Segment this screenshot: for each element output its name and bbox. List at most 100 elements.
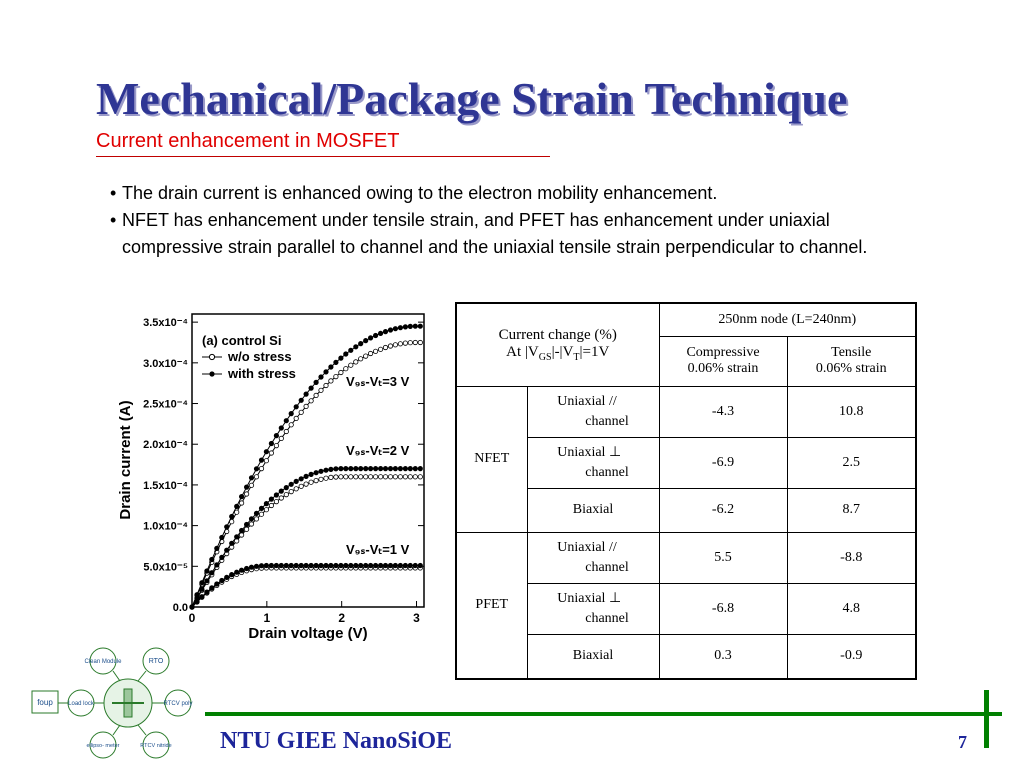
logo-chamber-rtcv-nitride xyxy=(142,731,170,759)
series-point xyxy=(283,428,289,435)
series-point xyxy=(412,562,418,569)
series-point xyxy=(273,562,279,569)
series-point xyxy=(293,404,299,410)
series-point xyxy=(234,534,240,540)
nfet-label: NFET xyxy=(455,385,528,533)
tensile-value: 8.7 xyxy=(786,487,917,533)
cluster-tool-logo: Clean Module RTO Load lock foup RTCV pol… xyxy=(31,647,192,759)
series-point xyxy=(348,347,354,353)
series-point xyxy=(318,387,324,393)
strain-type-cell: Uniaxial // channel xyxy=(526,385,660,438)
footer-org: NTU GIEE NanoSiOE xyxy=(220,728,453,754)
series-point xyxy=(258,563,265,569)
series-point xyxy=(407,466,413,472)
series-point xyxy=(303,403,309,410)
series-point xyxy=(367,562,374,569)
x-tick-label: 3 xyxy=(413,611,420,625)
series-point xyxy=(239,500,245,506)
y-tick-label: 2.5x10⁻⁴ xyxy=(143,399,188,411)
series-point xyxy=(318,476,324,482)
series-point xyxy=(214,581,220,587)
series-point xyxy=(298,562,304,569)
series-point xyxy=(253,510,260,516)
series-point xyxy=(377,474,384,480)
series-point xyxy=(407,474,413,480)
series-point xyxy=(278,562,284,569)
series-point xyxy=(348,474,354,480)
series-point xyxy=(244,484,250,490)
series-point xyxy=(293,415,299,422)
logo-chamber-clean xyxy=(89,647,117,675)
series-point xyxy=(253,563,260,569)
series-point xyxy=(392,466,398,472)
series-point xyxy=(244,521,250,528)
series-point xyxy=(358,340,364,347)
page-number: 7 xyxy=(958,732,967,752)
series-point xyxy=(258,457,265,463)
series-point xyxy=(363,562,369,569)
series-point xyxy=(387,562,394,569)
series-point xyxy=(248,516,255,522)
series-point xyxy=(338,355,344,361)
series-point xyxy=(318,562,324,569)
series-point xyxy=(199,580,205,586)
series-point xyxy=(313,379,319,386)
tensile-value: 2.5 xyxy=(786,436,917,489)
series-point xyxy=(313,470,319,476)
legend-marker-wo-stress xyxy=(208,353,216,361)
series-point xyxy=(283,485,289,491)
series-point xyxy=(333,466,339,472)
x-tick-label: 1 xyxy=(263,611,270,625)
series-point xyxy=(313,478,319,484)
axis-ticks: 0 1 2 3 0.0 5.0x10⁻⁵ 1.0x10⁻⁴ 1.5x10⁻⁴ 2.0x10⁻⁴ 2… xyxy=(143,317,424,625)
series-point xyxy=(397,325,403,331)
series-point xyxy=(253,466,260,472)
y-tick-label: 3.5x10⁻⁴ xyxy=(143,317,188,329)
series-point xyxy=(308,479,314,485)
y-tick-label: 0.0 xyxy=(173,602,188,614)
series-point xyxy=(323,467,329,473)
series-point xyxy=(377,346,384,352)
series-point xyxy=(268,562,274,569)
series-point xyxy=(199,586,205,592)
compressive-value: 0.3 xyxy=(658,633,788,680)
series-point xyxy=(367,335,374,341)
series-point xyxy=(214,545,220,551)
slide-title: Mechanical/Package Strain Technique xyxy=(96,73,848,124)
bullet-text: The drain current is enhanced owing to t… xyxy=(122,183,718,203)
series-point xyxy=(392,342,398,348)
series-point xyxy=(333,474,339,480)
series-point xyxy=(204,578,210,584)
series-point xyxy=(303,391,309,397)
strain-table: Current change (%) At |VGS|-|VT|=1V 250n… xyxy=(455,302,917,680)
compressive-value: -4.3 xyxy=(658,385,788,438)
series-point xyxy=(377,466,384,472)
series-point xyxy=(402,474,408,480)
series-point xyxy=(343,474,349,480)
series-point xyxy=(248,564,255,570)
y-tick-label: 3.0x10⁻⁴ xyxy=(143,358,188,370)
series-point xyxy=(382,344,389,351)
series-point xyxy=(248,475,255,481)
series-point xyxy=(288,489,294,495)
tensile-header: Tensile 0.06% strain xyxy=(786,335,917,387)
series-point xyxy=(417,474,423,480)
logo-text-clean: Clean Module xyxy=(84,659,122,665)
series-point xyxy=(278,495,284,501)
series-point xyxy=(288,562,294,569)
series-point xyxy=(363,474,369,480)
series-point xyxy=(214,562,220,568)
series-point xyxy=(224,547,230,553)
footer-divider-vertical xyxy=(984,690,989,748)
tensile-value: 4.8 xyxy=(786,582,917,635)
series-point xyxy=(244,491,250,497)
series-point xyxy=(372,562,379,569)
series-point xyxy=(234,509,240,515)
table-row: Biaxial -6.2 8.7 xyxy=(456,487,917,533)
series-point xyxy=(234,569,240,575)
series-point xyxy=(367,350,374,357)
logo-foup-box xyxy=(31,690,59,714)
series-point xyxy=(278,488,284,494)
series-point xyxy=(412,323,418,329)
series-point xyxy=(229,513,235,520)
